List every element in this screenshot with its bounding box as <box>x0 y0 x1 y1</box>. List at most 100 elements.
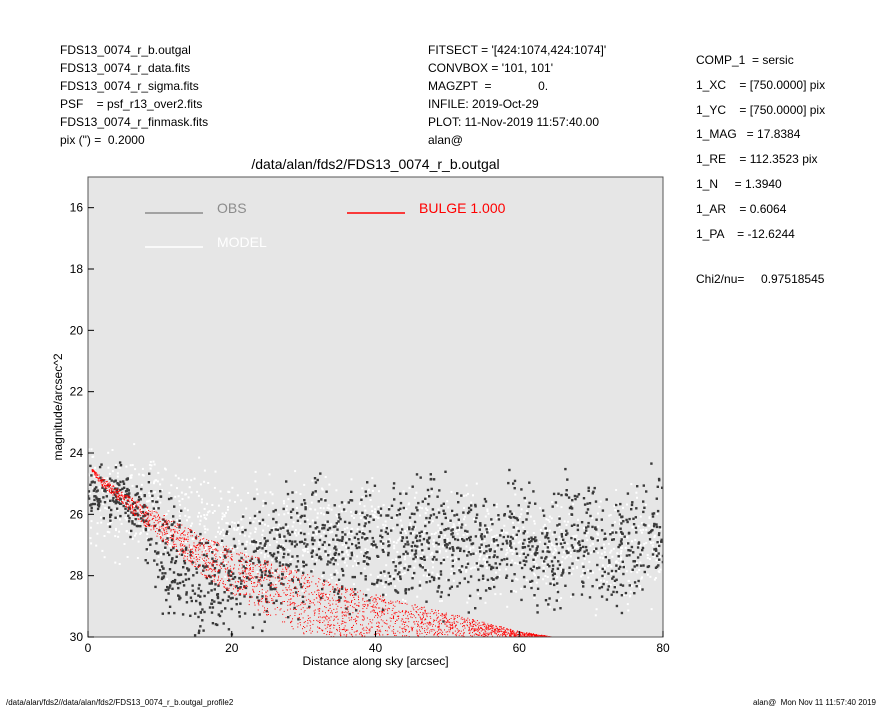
obs-point <box>383 570 386 573</box>
model-point <box>577 545 580 548</box>
bulge-point <box>148 515 150 517</box>
model-point <box>237 539 240 542</box>
bulge-point <box>437 626 439 627</box>
bulge-point <box>239 564 240 566</box>
bulge-point <box>167 526 169 528</box>
model-point <box>102 503 105 505</box>
obs-point <box>584 545 588 549</box>
bulge-point <box>313 614 315 616</box>
bulge-point <box>282 589 284 591</box>
bulge-point <box>275 584 277 586</box>
obs-point <box>288 533 292 536</box>
obs-point <box>253 613 256 616</box>
obs-point <box>425 516 428 520</box>
model-point <box>329 573 332 576</box>
obs-point <box>481 577 485 580</box>
bulge-point <box>405 629 406 631</box>
obs-point <box>658 532 661 535</box>
model-point <box>297 515 300 518</box>
bulge-point <box>269 579 271 581</box>
bulge-point <box>285 594 286 596</box>
bulge-point <box>113 491 115 493</box>
bulge-point <box>437 621 439 623</box>
bulge-point <box>416 629 418 631</box>
obs-point <box>266 539 269 542</box>
obs-point <box>570 524 574 527</box>
model-point <box>263 591 266 594</box>
model-point <box>437 574 440 577</box>
bulge-point <box>289 604 291 606</box>
bulge-point <box>174 532 176 534</box>
obs-point <box>157 507 160 510</box>
obs-point <box>266 600 269 604</box>
obs-point <box>644 524 647 527</box>
model-point <box>646 556 649 559</box>
bulge-point <box>95 472 97 473</box>
obs-point <box>218 614 222 618</box>
model-point <box>651 544 654 547</box>
model-point <box>521 564 524 567</box>
model-point <box>429 522 432 525</box>
model-point <box>287 525 290 528</box>
bulge-point <box>429 624 431 626</box>
model-point <box>533 597 536 599</box>
model-point <box>512 589 515 592</box>
obs-point <box>366 562 369 566</box>
obs-point <box>611 577 614 580</box>
bulge-point <box>206 576 208 578</box>
obs-point <box>380 529 383 532</box>
bulge-point <box>363 627 365 629</box>
bulge-point <box>173 540 175 542</box>
obs-point <box>387 551 390 555</box>
model-point <box>435 576 438 578</box>
obs-point <box>239 602 242 605</box>
obs-point <box>523 563 527 567</box>
bulge-point <box>159 521 161 522</box>
obs-point <box>180 509 183 512</box>
bulge-point <box>156 512 158 514</box>
obs-point <box>397 508 400 512</box>
bulge-point <box>446 625 448 627</box>
bulge-point <box>135 510 137 512</box>
obs-point <box>460 565 464 568</box>
bulge-point <box>162 523 164 524</box>
bulge-point <box>451 614 453 616</box>
model-point <box>431 520 434 523</box>
bulge-point <box>426 614 428 616</box>
model-point <box>116 485 119 488</box>
model-point <box>249 542 252 545</box>
bulge-point <box>421 618 423 620</box>
model-point <box>288 549 291 552</box>
obs-point <box>233 544 236 548</box>
obs-point <box>444 528 448 531</box>
model-point <box>650 541 652 544</box>
bulge-point <box>125 505 126 507</box>
bulge-point <box>264 561 266 563</box>
bulge-point <box>258 604 260 606</box>
bulge-point <box>290 570 292 572</box>
bulge-point <box>316 585 318 587</box>
obs-point <box>532 538 536 541</box>
bulge-point <box>217 579 219 581</box>
bulge-point <box>217 569 219 571</box>
obs-point <box>255 576 258 579</box>
obs-point <box>300 540 304 543</box>
obs-point <box>162 552 165 556</box>
bulge-point <box>253 591 255 593</box>
model-point <box>314 547 316 550</box>
bulge-point <box>203 545 204 547</box>
bulge-point <box>257 576 259 578</box>
obs-point <box>311 542 315 546</box>
model-point <box>443 560 445 563</box>
obs-point <box>474 503 477 507</box>
obs-point <box>442 509 445 512</box>
model-point <box>597 512 599 515</box>
bulge-point <box>354 608 356 610</box>
bulge-point <box>287 604 289 606</box>
obs-point <box>571 593 575 596</box>
bulge-point <box>213 579 215 581</box>
bulge-point <box>533 634 535 636</box>
model-point <box>512 527 515 530</box>
bulge-point <box>293 575 295 577</box>
model-point <box>176 519 179 522</box>
